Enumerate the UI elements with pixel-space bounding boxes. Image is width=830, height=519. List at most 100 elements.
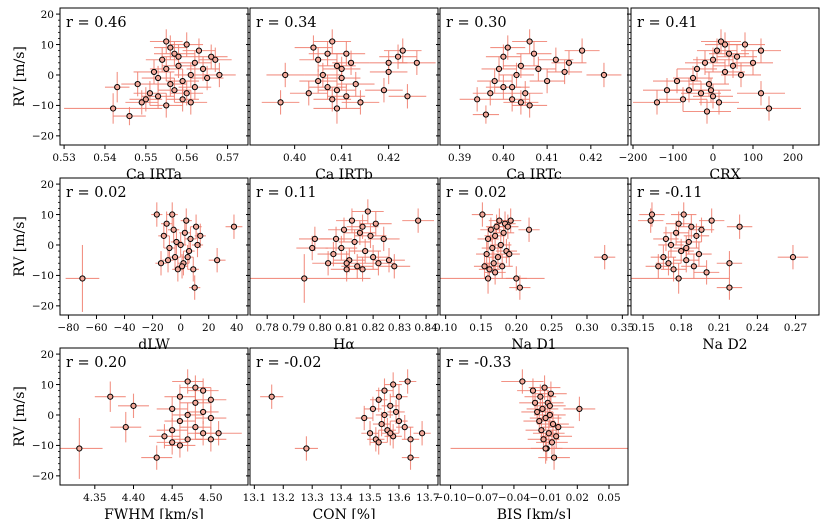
x-tick-label: 0.24: [746, 322, 770, 334]
correlation-label: r = 0.02: [446, 185, 507, 201]
x-tick-label: 0.10: [434, 322, 457, 334]
data-point: [555, 424, 562, 431]
data-point: [715, 99, 723, 106]
data-point: [174, 266, 181, 273]
data-point: [721, 68, 729, 76]
data-point: [171, 87, 178, 94]
data-point: [338, 74, 345, 82]
data-point: [190, 266, 197, 273]
x-tick-label: −0.04: [498, 492, 530, 504]
data-point: [359, 223, 366, 230]
panel-ca-irtb: 0.40 0.41 0.42 r = 0.34 Ca IRTb: [246, 7, 439, 183]
x-tick-label: 13.4: [329, 492, 353, 504]
data-point: [169, 405, 176, 412]
data-point: [187, 235, 194, 242]
y-tick-label: −20: [32, 301, 54, 313]
data-point: [309, 244, 316, 252]
axes-frame: [439, 347, 629, 486]
data-point: [404, 378, 411, 385]
axes-frame: [439, 7, 629, 146]
data-point: [789, 254, 797, 261]
data-point: [506, 251, 513, 258]
data-point: [483, 251, 490, 258]
x-axis-label: Ca IRTa: [126, 167, 182, 183]
data-point: [138, 99, 145, 106]
x-tick-label: 0.05: [597, 492, 620, 504]
data-point: [546, 402, 553, 409]
data-point: [122, 424, 129, 431]
x-tick-label: 0.02: [566, 492, 589, 504]
data-point: [359, 266, 366, 273]
data-point: [757, 47, 765, 54]
y-tick-label: 10: [41, 379, 54, 391]
data-point: [375, 396, 382, 403]
data-point: [380, 235, 387, 242]
data-point: [207, 414, 214, 422]
data-point: [183, 217, 190, 224]
x-tick-label: 200: [783, 152, 803, 164]
correlation-label: r = 0.20: [66, 355, 127, 371]
axes-frame: [249, 177, 439, 316]
data-point: [181, 229, 188, 236]
y-axis-label: RV [m/s]: [12, 386, 28, 447]
correlation-label: r = -0.02: [256, 355, 321, 371]
data-point: [540, 436, 547, 443]
x-axis-label: Hα: [333, 337, 355, 353]
x-tick-label: 0.42: [377, 152, 400, 164]
data-point: [737, 71, 745, 79]
data-point: [576, 405, 583, 412]
axes-frame: [249, 7, 439, 146]
data-point: [404, 93, 411, 100]
data-point: [199, 65, 207, 72]
x-tick-label: 4.35: [83, 492, 106, 504]
x-tick-label: 13.5: [358, 492, 381, 504]
data-point: [550, 454, 558, 461]
data-point: [184, 411, 191, 419]
y-tick-label: −10: [32, 100, 54, 112]
data-point: [517, 99, 524, 106]
data-point: [215, 430, 222, 437]
data-point: [407, 454, 414, 461]
data-point: [192, 384, 199, 391]
data-point: [107, 393, 114, 400]
data-point: [492, 269, 499, 276]
errorbars: [633, 29, 801, 124]
data-point: [707, 87, 715, 94]
y-tick-label: −20: [32, 471, 54, 483]
data-points: [301, 208, 422, 282]
data-point: [672, 229, 680, 236]
data-point: [134, 81, 141, 88]
x-tick-label: 0.18: [669, 322, 692, 334]
data-point: [717, 38, 725, 45]
errorbars: [459, 29, 622, 124]
data-point: [655, 263, 662, 270]
x-tick-label: 40: [230, 322, 243, 334]
data-point: [282, 71, 289, 79]
data-point: [370, 254, 377, 261]
y-tick-label: 0: [47, 240, 54, 252]
data-point: [733, 53, 741, 60]
errorbars: [631, 202, 809, 300]
correlation-label: r = -0.11: [637, 185, 702, 201]
data-point: [343, 266, 350, 273]
data-point: [765, 105, 773, 112]
errorbars: [65, 202, 243, 312]
data-point: [333, 87, 341, 94]
data-point: [539, 405, 546, 412]
data-point: [531, 399, 539, 406]
data-point: [484, 275, 492, 282]
panel-dlw: −20 −10 0 10 20 −80 −60 −40 −20 0 20 40 r = 0.02 dLW R…: [12, 177, 249, 353]
data-point: [500, 84, 507, 91]
data-point: [547, 390, 554, 397]
data-point: [530, 50, 538, 57]
errorbars: [260, 369, 431, 470]
data-points: [479, 211, 608, 291]
data-point: [171, 254, 179, 261]
data-point: [369, 405, 377, 412]
y-tick-label: 20: [41, 349, 54, 361]
data-point: [484, 235, 492, 242]
data-points: [519, 378, 583, 461]
data-point: [153, 211, 160, 218]
data-point: [177, 241, 184, 249]
data-point: [525, 226, 533, 233]
